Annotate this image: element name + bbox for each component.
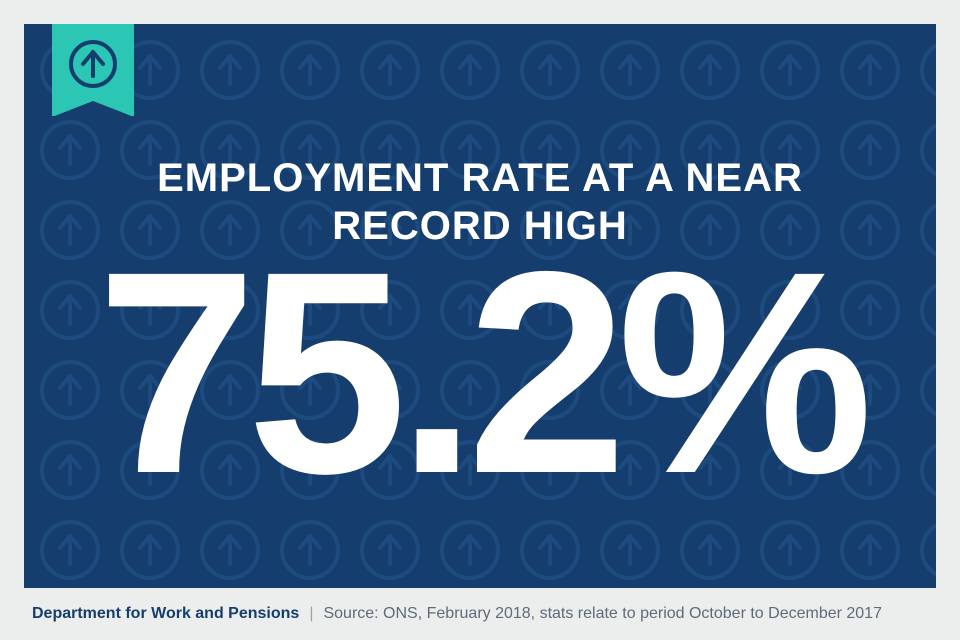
footer-bar: Department for Work and Pensions | Sourc… bbox=[24, 588, 936, 640]
big-percentage: 75.2% bbox=[24, 229, 936, 517]
stat-card: EMPLOYMENT RATE AT A NEARRECORD HIGH 75.… bbox=[24, 24, 936, 588]
ribbon-badge bbox=[52, 24, 134, 116]
footer-separator: | bbox=[309, 605, 313, 623]
footer-source: Source: ONS, February 2018, stats relate… bbox=[323, 605, 882, 623]
footer-department: Department for Work and Pensions bbox=[32, 605, 299, 623]
arrow-up-circle-icon bbox=[65, 36, 121, 92]
